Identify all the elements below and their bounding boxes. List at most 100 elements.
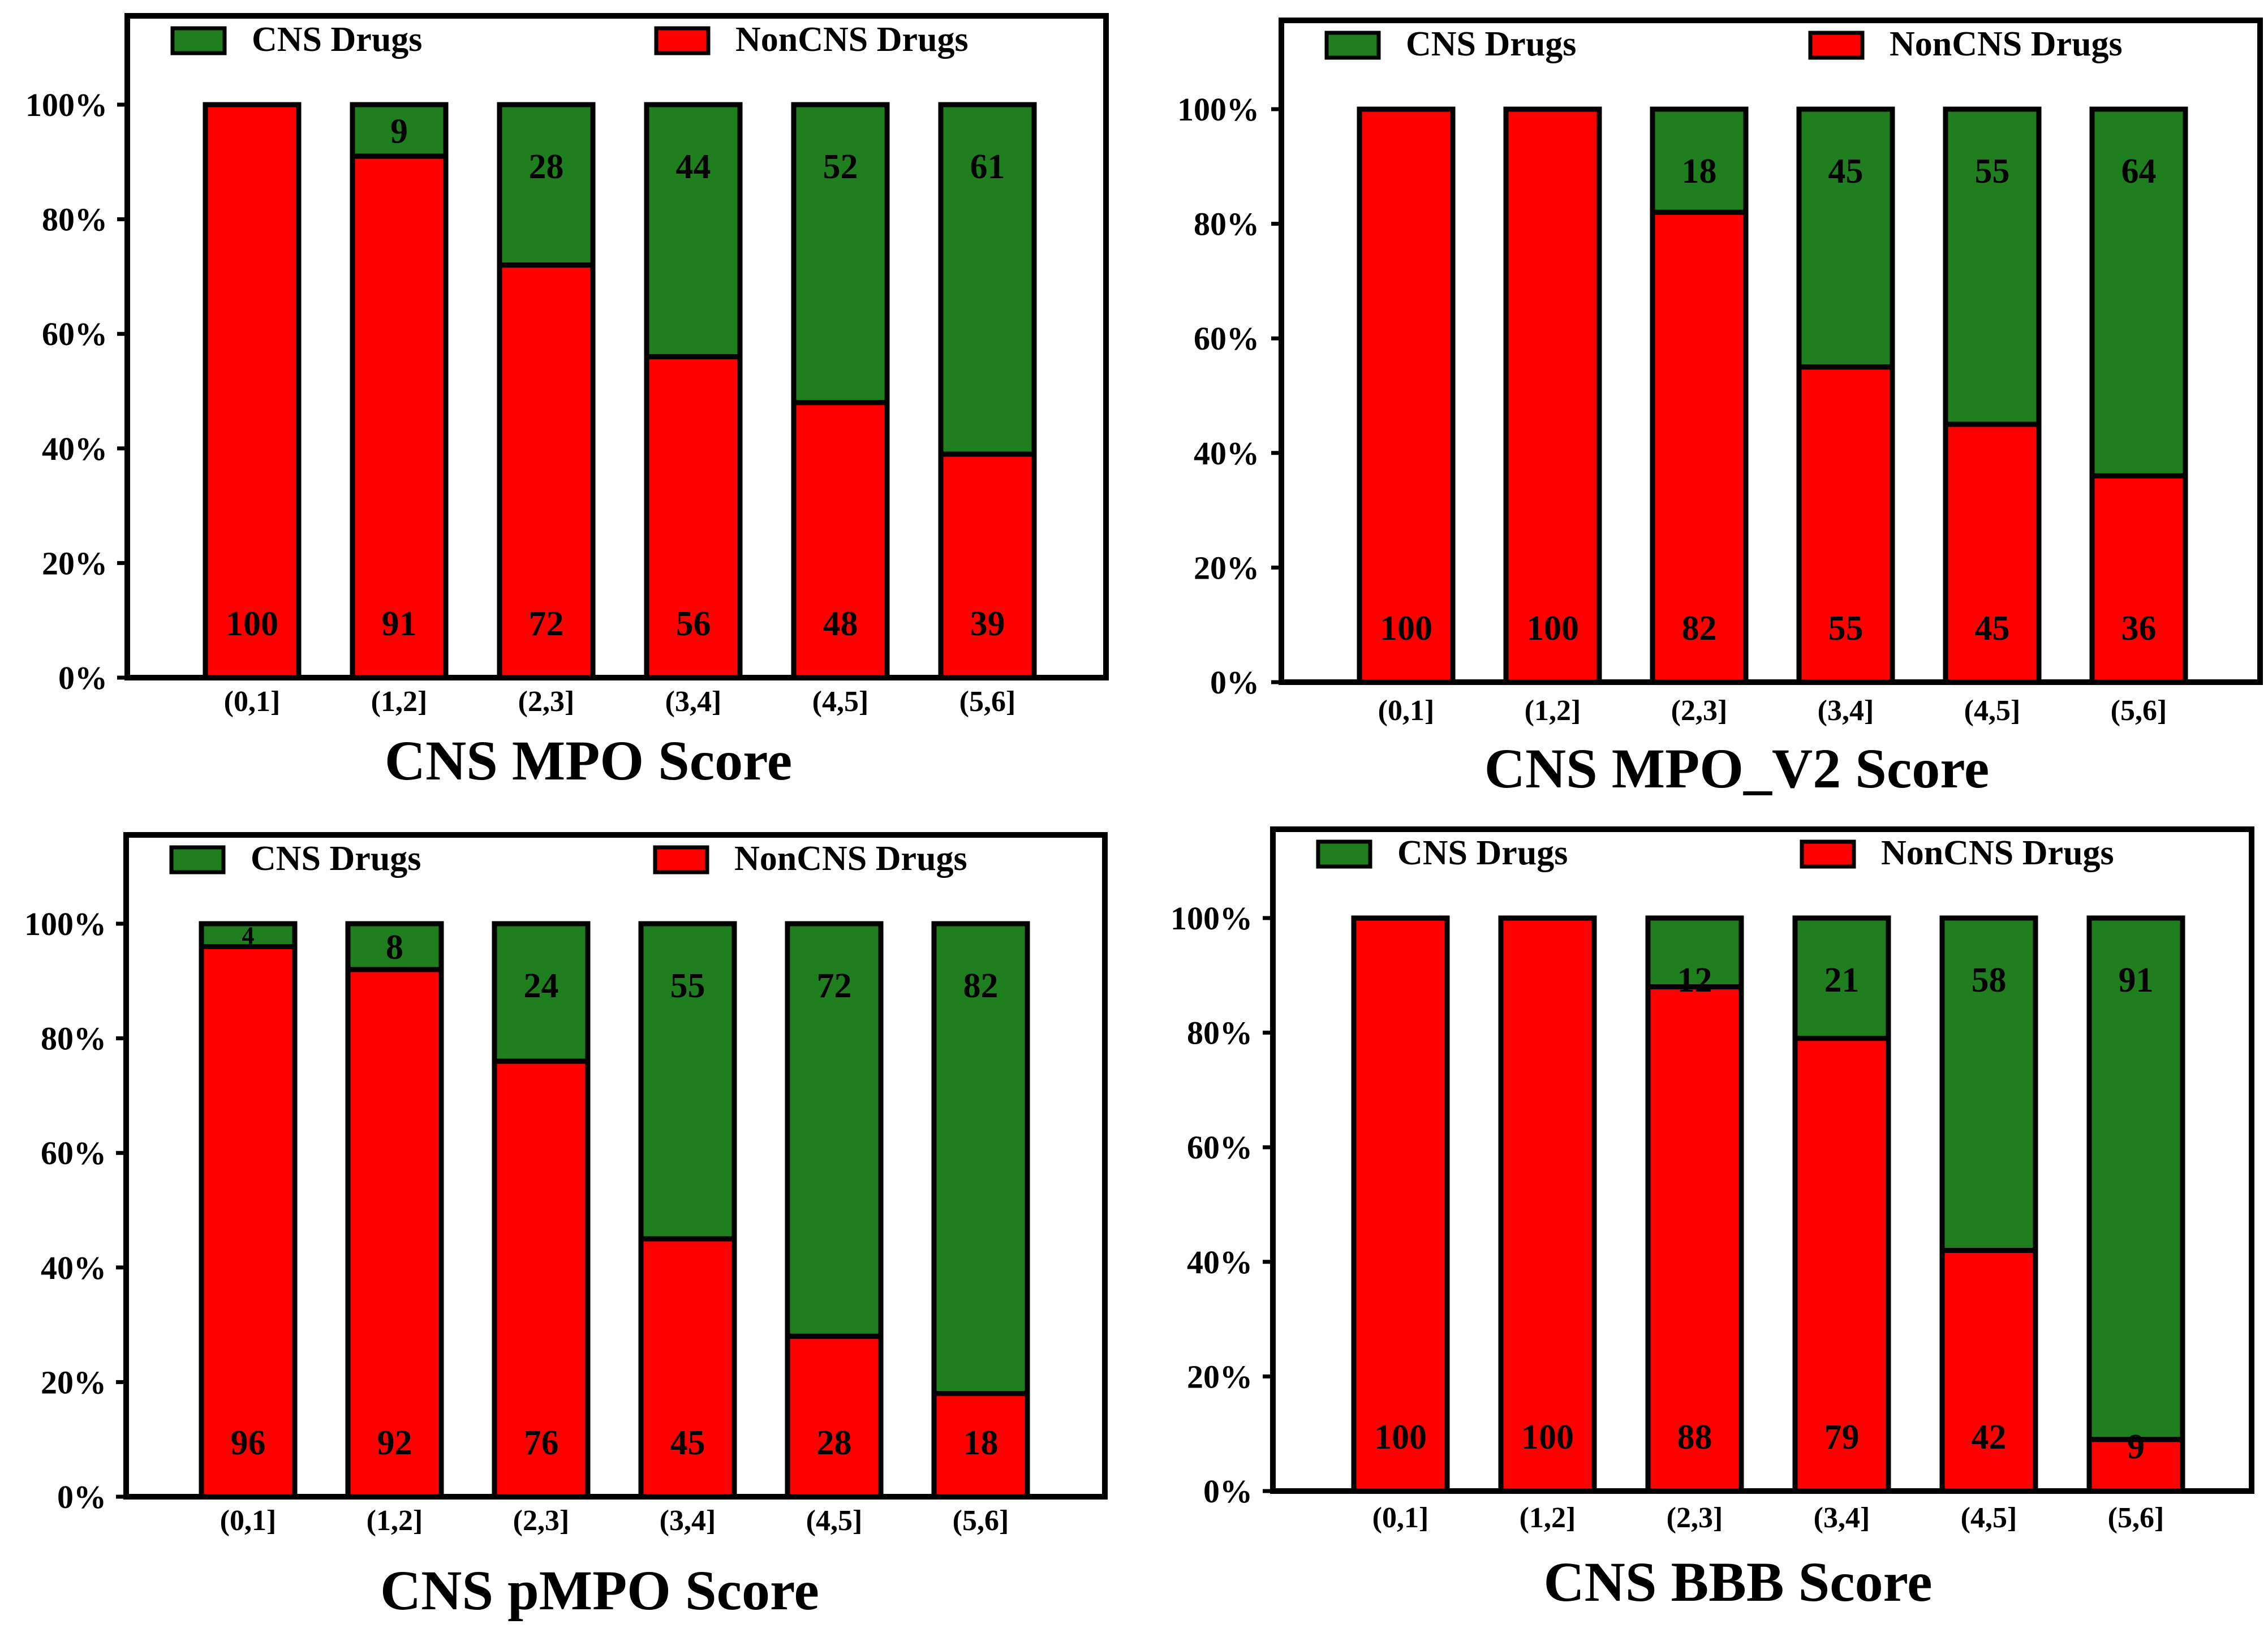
bar-cns-3 — [492, 921, 591, 1064]
legend-swatch-noncns — [1808, 31, 1865, 60]
y-tick-label: 80% — [1187, 1015, 1253, 1052]
y-tick-label: 80% — [1194, 206, 1259, 243]
y-tick-label: 40% — [1194, 435, 1259, 472]
data-label-cns-5: 55 — [1975, 152, 2010, 191]
legend-swatch-noncns — [654, 26, 711, 55]
bar-cns-6 — [938, 102, 1037, 457]
data-label-cns-5: 52 — [823, 148, 858, 186]
y-tick-label: 60% — [1187, 1129, 1253, 1166]
x-tick-label: (0,1] — [1378, 695, 1435, 727]
x-tick-label: (2,3] — [513, 1505, 570, 1537]
bar-noncns-1 — [1351, 915, 1450, 1494]
data-label-noncns-2: 100 — [1521, 1418, 1574, 1457]
y-tick-label: 40% — [1187, 1244, 1253, 1281]
data-label-noncns-3: 72 — [529, 605, 564, 643]
bar-cns-3 — [497, 102, 596, 268]
x-axis-title: CNS BBB Score — [1543, 1550, 1932, 1613]
y-tick-label: 20% — [1187, 1358, 1253, 1395]
x-tick-label: (2,3] — [1667, 1502, 1723, 1534]
bar-cns-3 — [1650, 106, 1749, 215]
bar-cns-5 — [1943, 106, 2042, 427]
y-tick-label: 0% — [58, 660, 107, 696]
bar-noncns-4 — [1792, 1036, 1891, 1494]
x-tick-label: (0,1] — [224, 686, 281, 718]
legend-label-noncns: NonCNS Drugs — [734, 839, 967, 878]
y-tick-label: 20% — [41, 1364, 106, 1401]
bar-noncns-3 — [1645, 984, 1744, 1494]
bar-noncns-1 — [1357, 106, 1456, 685]
data-label-noncns-5: 42 — [1972, 1418, 2007, 1457]
x-tick-label: (5,6] — [2108, 1502, 2164, 1534]
x-tick-label: (0,1] — [220, 1505, 277, 1537]
data-label-cns-4: 21 — [1824, 961, 1860, 1000]
y-tick-label: 0% — [1210, 664, 1259, 701]
data-label-noncns-2: 100 — [1526, 609, 1579, 648]
x-tick-label: (2,3] — [518, 686, 575, 718]
data-label-noncns-3: 88 — [1677, 1418, 1712, 1457]
bar-cns-4 — [1796, 106, 1895, 370]
legend-swatch-cns — [1316, 839, 1372, 869]
x-tick-label: (1,2] — [1520, 1502, 1576, 1534]
data-label-noncns-2: 92 — [377, 1424, 412, 1462]
x-tick-label: (0,1] — [1372, 1502, 1429, 1534]
bar-noncns-5 — [785, 1333, 884, 1500]
bar-noncns-4 — [1796, 364, 1895, 685]
legend-label-cns: CNS Drugs — [252, 20, 422, 59]
data-label-noncns-4: 55 — [1828, 609, 1864, 648]
bar-noncns-1 — [199, 944, 298, 1500]
data-label-cns-1: 4 — [242, 922, 255, 950]
data-label-noncns-1: 96 — [231, 1424, 266, 1462]
legend-label-cns: CNS Drugs — [251, 839, 421, 878]
data-label-noncns-3: 82 — [1682, 609, 1717, 648]
data-label-noncns-1: 100 — [1380, 609, 1432, 648]
bar-cns-3 — [1645, 915, 1744, 990]
data-label-noncns-5: 48 — [823, 605, 858, 643]
data-label-cns-3: 24 — [524, 967, 559, 1005]
y-tick-label: 60% — [42, 316, 107, 352]
x-tick-label: (1,2] — [367, 1505, 423, 1537]
bar-noncns-2 — [350, 153, 449, 680]
y-tick-label: 100% — [24, 906, 106, 942]
bar-noncns-6 — [2089, 473, 2188, 685]
bar-noncns-4 — [638, 1236, 737, 1500]
x-axis-title: CNS pMPO Score — [380, 1559, 819, 1622]
data-label-noncns-1: 100 — [1374, 1418, 1427, 1457]
x-axis-title: CNS MPO_V2 Score — [1484, 737, 1989, 800]
x-tick-label: (4,5] — [806, 1505, 863, 1537]
bar-noncns-2 — [1498, 915, 1597, 1494]
data-label-cns-5: 58 — [1972, 961, 2007, 1000]
bar-noncns-3 — [497, 262, 596, 680]
data-label-noncns-3: 76 — [524, 1424, 559, 1462]
data-label-noncns-4: 56 — [676, 605, 711, 643]
data-label-cns-4: 55 — [670, 967, 705, 1005]
y-tick-label: 40% — [42, 430, 107, 467]
data-label-noncns-4: 45 — [670, 1424, 705, 1462]
x-tick-label: (3,4] — [1818, 695, 1874, 727]
data-label-noncns-6: 36 — [2121, 609, 2157, 648]
bar-noncns-5 — [791, 400, 890, 680]
bar-cns-2 — [350, 102, 449, 159]
bar-noncns-5 — [1939, 1248, 2038, 1494]
data-label-noncns-6: 39 — [970, 605, 1005, 643]
y-tick-label: 100% — [1177, 91, 1259, 128]
y-tick-label: 40% — [41, 1250, 106, 1286]
bar-cns-6 — [931, 921, 1030, 1397]
x-tick-label: (5,6] — [953, 1505, 1009, 1537]
data-label-noncns-5: 28 — [817, 1424, 852, 1462]
data-label-noncns-6: 9 — [2127, 1428, 2145, 1466]
data-label-noncns-4: 79 — [1824, 1418, 1860, 1457]
data-label-cns-3: 18 — [1682, 152, 1717, 191]
plot-frame-2 — [1279, 18, 2263, 685]
plot-frame-1 — [124, 13, 1109, 680]
bar-cns-4 — [1792, 915, 1891, 1041]
data-label-cns-4: 44 — [676, 148, 711, 186]
x-tick-label: (3,4] — [1814, 1502, 1870, 1534]
bar-noncns-6 — [931, 1391, 1030, 1500]
legend-label-noncns: NonCNS Drugs — [1881, 834, 2114, 872]
bar-cns-4 — [644, 102, 743, 360]
x-tick-label: (2,3] — [1671, 695, 1728, 727]
data-label-cns-6: 61 — [970, 148, 1005, 186]
bar-noncns-4 — [644, 354, 743, 680]
bar-noncns-3 — [492, 1058, 591, 1500]
